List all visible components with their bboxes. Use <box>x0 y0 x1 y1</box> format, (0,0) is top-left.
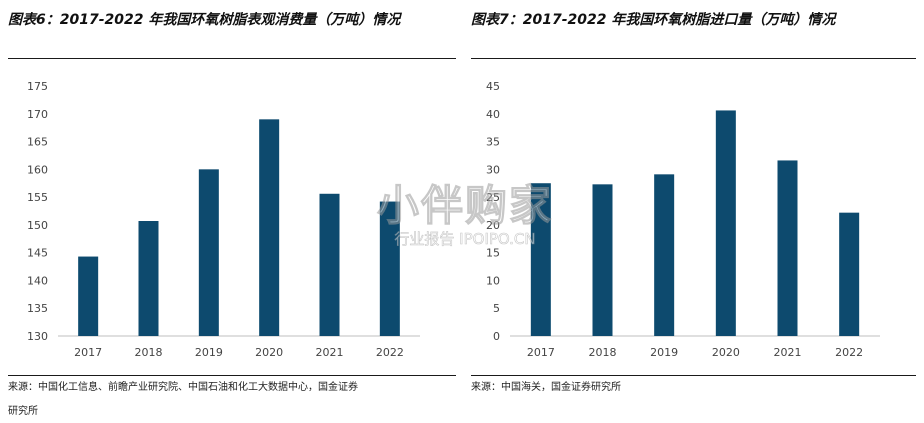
consumption-y-tick-label: 160 <box>27 163 48 176</box>
imports-bar-2022 <box>839 212 860 336</box>
source-note-imports: 来源：中国海关，国金证券研究所 <box>471 382 621 393</box>
imports-x-tick-label: 2021 <box>774 346 802 359</box>
consumption-bar-2019 <box>198 169 219 336</box>
consumption-x-tick-label: 2020 <box>255 346 283 359</box>
consumption-bar-2018 <box>138 221 159 336</box>
consumption-chart: 130 135 140 145 150 155 160 165 170 175 2017 2018 20… <box>27 80 420 359</box>
imports-x-tick-label: 2018 <box>589 346 617 359</box>
consumption-bar-2020 <box>259 119 280 336</box>
consumption-y-tick-label: 135 <box>27 302 48 315</box>
consumption-x-tick-label: 2021 <box>316 346 344 359</box>
imports-y-tick-label: 45 <box>486 80 500 93</box>
consumption-y-tick-label: 165 <box>27 136 48 149</box>
imports-x-tick-label: 2022 <box>835 346 863 359</box>
imports-y-tick-label: 40 <box>486 108 500 121</box>
consumption-bar-2022 <box>379 201 400 336</box>
consumption-y-tick-label: 145 <box>27 247 48 260</box>
imports-bar-2020 <box>715 110 736 336</box>
consumption-x-tick-label: 2017 <box>74 346 102 359</box>
imports-bar-2017 <box>530 183 551 336</box>
imports-y-tick-label: 15 <box>486 247 500 260</box>
imports-x-tick-label: 2019 <box>650 346 678 359</box>
consumption-x-tick-label: 2018 <box>135 346 163 359</box>
consumption-y-tick-label: 155 <box>27 191 48 204</box>
consumption-bar-2017 <box>78 256 99 336</box>
imports-bar-2021 <box>777 160 798 336</box>
imports-x-tick-label: 2017 <box>527 346 555 359</box>
source-note-consumption: 来源：中国化工信息、前瞻产业研究院、中国石油和化工大数据中心，国金证券 研究所 <box>8 380 448 420</box>
title-divider-right <box>471 58 916 59</box>
consumption-y-tick-label: 140 <box>27 274 48 287</box>
imports-chart: 0 5 10 15 20 25 30 35 40 45 2017 2018 2019 2020 2021 20… <box>486 80 880 359</box>
chart-title-imports: 图表7：2017-2022 年我国环氧树脂进口量（万吨）情况 <box>471 12 836 28</box>
imports-y-tick-label: 5 <box>493 302 500 315</box>
consumption-x-tick-label: 2022 <box>376 346 404 359</box>
imports-y-tick-label: 0 <box>493 330 500 343</box>
consumption-y-tick-label: 130 <box>27 330 48 343</box>
title-divider-left <box>8 58 456 59</box>
consumption-x-tick-label: 2019 <box>195 346 223 359</box>
source-divider-left <box>8 375 456 376</box>
imports-bar-2019 <box>654 174 675 336</box>
consumption-y-tick-label: 150 <box>27 219 48 232</box>
source-line-1: 来源：中国化工信息、前瞻产业研究院、中国石油和化工大数据中心，国金证券 <box>8 382 358 393</box>
imports-y-tick-label: 30 <box>486 163 500 176</box>
imports-bar-2018 <box>592 184 613 336</box>
imports-x-tick-label: 2020 <box>712 346 740 359</box>
imports-y-tick-label: 35 <box>486 136 500 149</box>
consumption-bar-2021 <box>319 193 340 336</box>
consumption-y-tick-label: 170 <box>27 108 48 121</box>
chart-title-consumption: 图表6：2017-2022 年我国环氧树脂表观消费量（万吨）情况 <box>8 12 401 28</box>
source-line-2: 研究所 <box>8 406 38 417</box>
imports-y-tick-label: 25 <box>486 191 500 204</box>
consumption-y-tick-label: 175 <box>27 80 48 93</box>
imports-y-tick-label: 20 <box>486 219 500 232</box>
imports-y-tick-label: 10 <box>486 274 500 287</box>
source-divider-right <box>471 375 916 376</box>
